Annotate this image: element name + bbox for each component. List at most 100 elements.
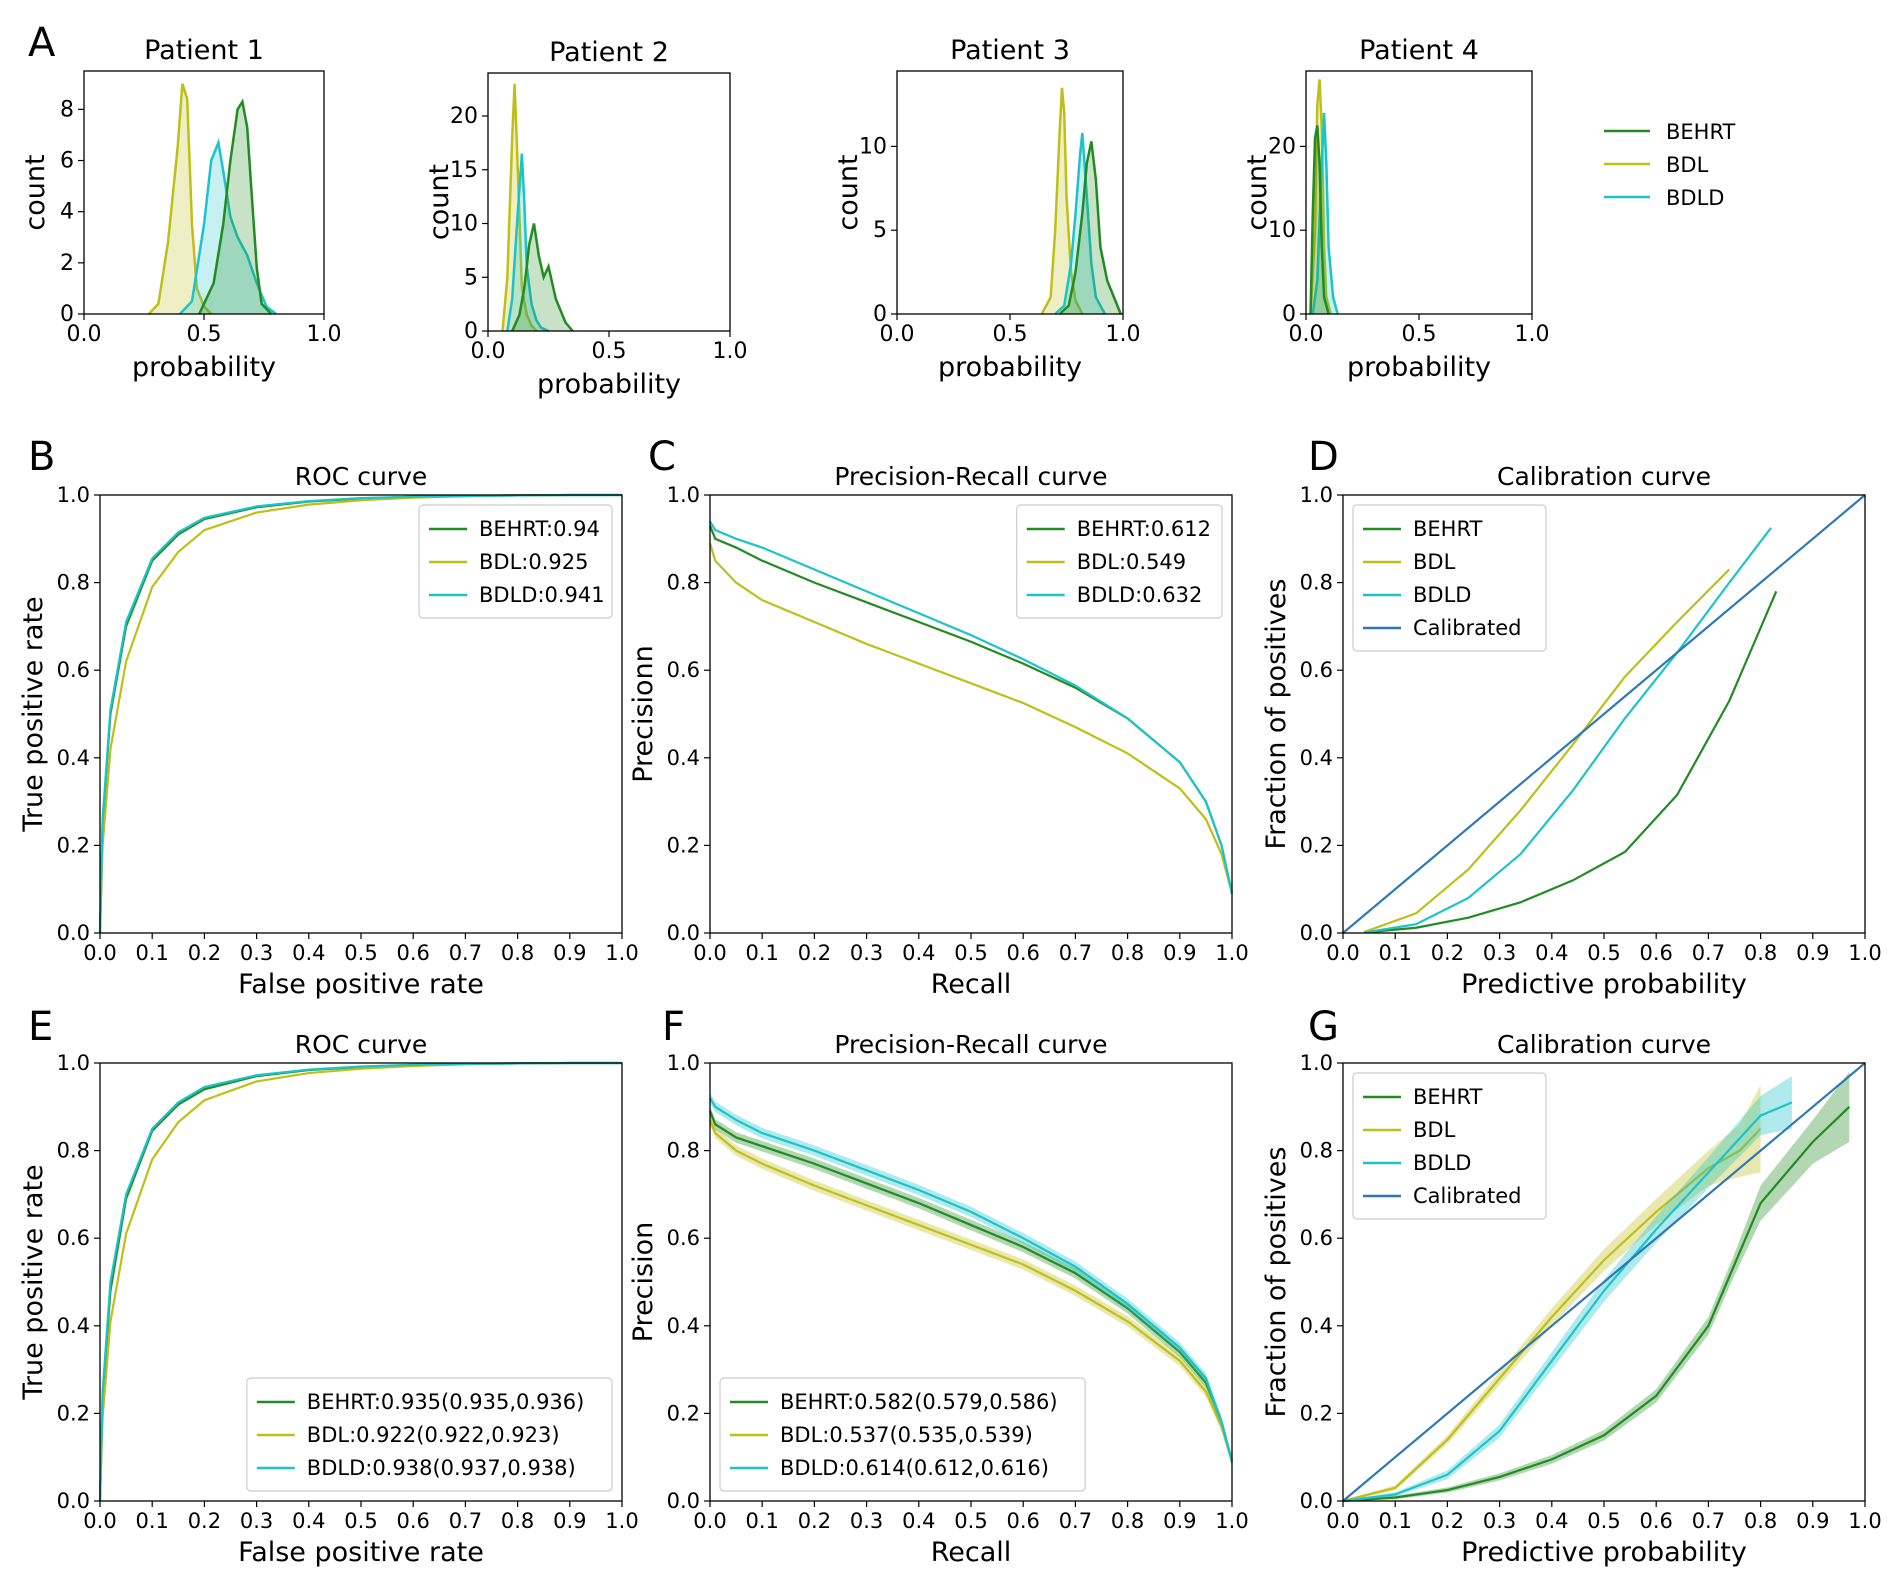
x-tick-label: 1.0 [605,941,638,965]
x-tick-label: 0.5 [1587,941,1620,965]
density-line-BEHRT [1309,125,1330,315]
legend-label: BDL:0.537(0.535,0.539) [780,1423,1033,1447]
legend-label: BEHRT [1413,1085,1483,1109]
y-tick-label: 0.0 [57,1489,90,1513]
x-tick-label: 0.8 [501,941,534,965]
x-tick-label: 0.6 [396,941,429,965]
x-tick-label: 0.4 [902,941,935,965]
y-tick-label: 0.8 [1300,1139,1333,1163]
x-tick-label: 0.3 [850,941,883,965]
y-tick-label: 0.6 [667,1226,700,1250]
y-tick-label: 0.4 [57,746,90,770]
x-tick-label: 0.6 [1639,941,1672,965]
y-tick-label: 5 [464,265,478,290]
y-tick-label: 0.4 [1300,746,1333,770]
y-tick-label: 20 [1268,134,1296,159]
y-tick-label: 1.0 [667,1051,700,1075]
chart-A4: 0.0 0.5 1.0 0 10 20 Patient 4 probability count [1242,35,1550,383]
legend-label: BEHRT:0.94 [479,517,600,541]
y-tick-label: 0 [464,319,478,344]
axes-frame [1305,70,1533,315]
x-tick-label: 0.4 [292,1509,325,1533]
density-line-BDLD [1054,132,1107,315]
x-tick-label: 0.7 [449,1509,482,1533]
legend-label: Calibrated [1413,1184,1522,1208]
y-tick-label: 0.8 [1300,571,1333,595]
legend-label: BDL [1666,153,1709,177]
chart-title: Precision-Recall curve [834,1030,1107,1059]
x-tick-label: 0.2 [1431,941,1464,965]
x-tick-label: 0.5 [954,1509,987,1533]
y-tick-label: 0.0 [667,921,700,945]
density-line-BDLD [506,153,550,333]
x-tick-label: 1.0 [713,339,748,364]
x-tick-label: 0.9 [1163,941,1196,965]
density-fill-BDL [502,83,537,331]
x-axis-label: probability [1347,352,1491,383]
x-axis-label: False positive rate [238,1537,484,1568]
y-tick-label: 0 [873,302,887,327]
band-BDLD [710,1092,1232,1467]
x-axis-label: Recall [931,969,1012,1000]
density-line-BDLD [1311,112,1339,315]
y-tick-label: 1.0 [667,483,700,507]
line-Calibrated [1342,1062,1866,1502]
x-tick-label: 0.8 [1744,941,1777,965]
legend-box [1352,504,1547,652]
x-tick-label: 0.1 [745,1509,778,1533]
x-tick-label: 0.8 [1111,941,1144,965]
line-BEHRT [1342,1106,1851,1503]
x-tick-label: 0.0 [880,322,915,347]
y-axis-label: count [833,154,864,230]
legend-label: BEHRT:0.582(0.579,0.586) [780,1390,1058,1414]
y-tick-label: 0.2 [1300,1401,1333,1425]
legend-box [1016,504,1223,619]
x-tick-label: 0.0 [1289,322,1324,347]
legend-box [1352,1072,1547,1220]
density-line-BEHRT [511,223,574,332]
x-tick-label: 0.4 [1535,1509,1568,1533]
chart-title: Patient 1 [144,35,264,66]
x-tick-label: 0.0 [693,941,726,965]
legend-box [246,1377,613,1492]
chart-title: ROC curve [295,1030,428,1059]
y-tick-label: 0.4 [57,1314,90,1338]
y-tick-label: 0.4 [1300,1314,1333,1338]
x-tick-label: 0.9 [1163,1509,1196,1533]
y-tick-label: 0.2 [667,1401,700,1425]
y-tick-label: 0.4 [667,1314,700,1338]
line-BDLD [709,1097,1234,1462]
x-tick-label: 0.0 [693,1509,726,1533]
y-tick-label: 1.0 [1300,1051,1333,1075]
y-tick-label: 0.2 [667,833,700,857]
density-line-BEHRT [1058,141,1122,315]
legend-box [418,504,613,619]
chart-A1: A 0.0 0.5 1.0 0 2 4 6 8 Patient 1 probability count [20,20,342,383]
y-axis-label: Fraction of positives [1261,1147,1292,1418]
legend: BEHRT:0.94 BDL:0.925 BDLD:0.941 [418,504,613,619]
line-BDLD [1342,1101,1793,1503]
panel-letter: A [28,20,56,66]
y-axis-label: count [1242,154,1273,230]
x-tick-label: 0.3 [1483,941,1516,965]
x-tick-label: 0.0 [1326,1509,1359,1533]
y-axis-label: Precisionn [628,645,659,783]
line-BDLD [709,520,1234,894]
y-axis-label: count [20,154,51,230]
x-tick-label: 0.6 [1006,941,1039,965]
y-tick-label: 8 [60,97,74,122]
legend-box [719,1377,1086,1492]
x-tick-label: 0.1 [1378,1509,1411,1533]
y-tick-label: 0.6 [57,1226,90,1250]
x-tick-label: 0.9 [553,1509,586,1533]
x-tick-label: 0.5 [344,941,377,965]
x-tick-label: 1.0 [307,322,342,347]
chart-A2: 0.0 0.5 1.0 0 5 10 15 20 Patient 2 probability cou… [424,37,748,400]
x-tick-label: 0.3 [850,1509,883,1533]
chart-title: Precision-Recall curve [834,462,1107,491]
chart-title: Calibration curve [1497,1030,1711,1059]
x-tick-label: 0.4 [902,1509,935,1533]
density-fill-BDLD [507,153,549,331]
y-tick-label: 0.4 [667,746,700,770]
chart-C: C 0.0 0.1 0.2 0.3 0.4 0.5 0.6 0.7 0.8 0.9 1.0 0.0 0.2… [628,434,1249,1000]
